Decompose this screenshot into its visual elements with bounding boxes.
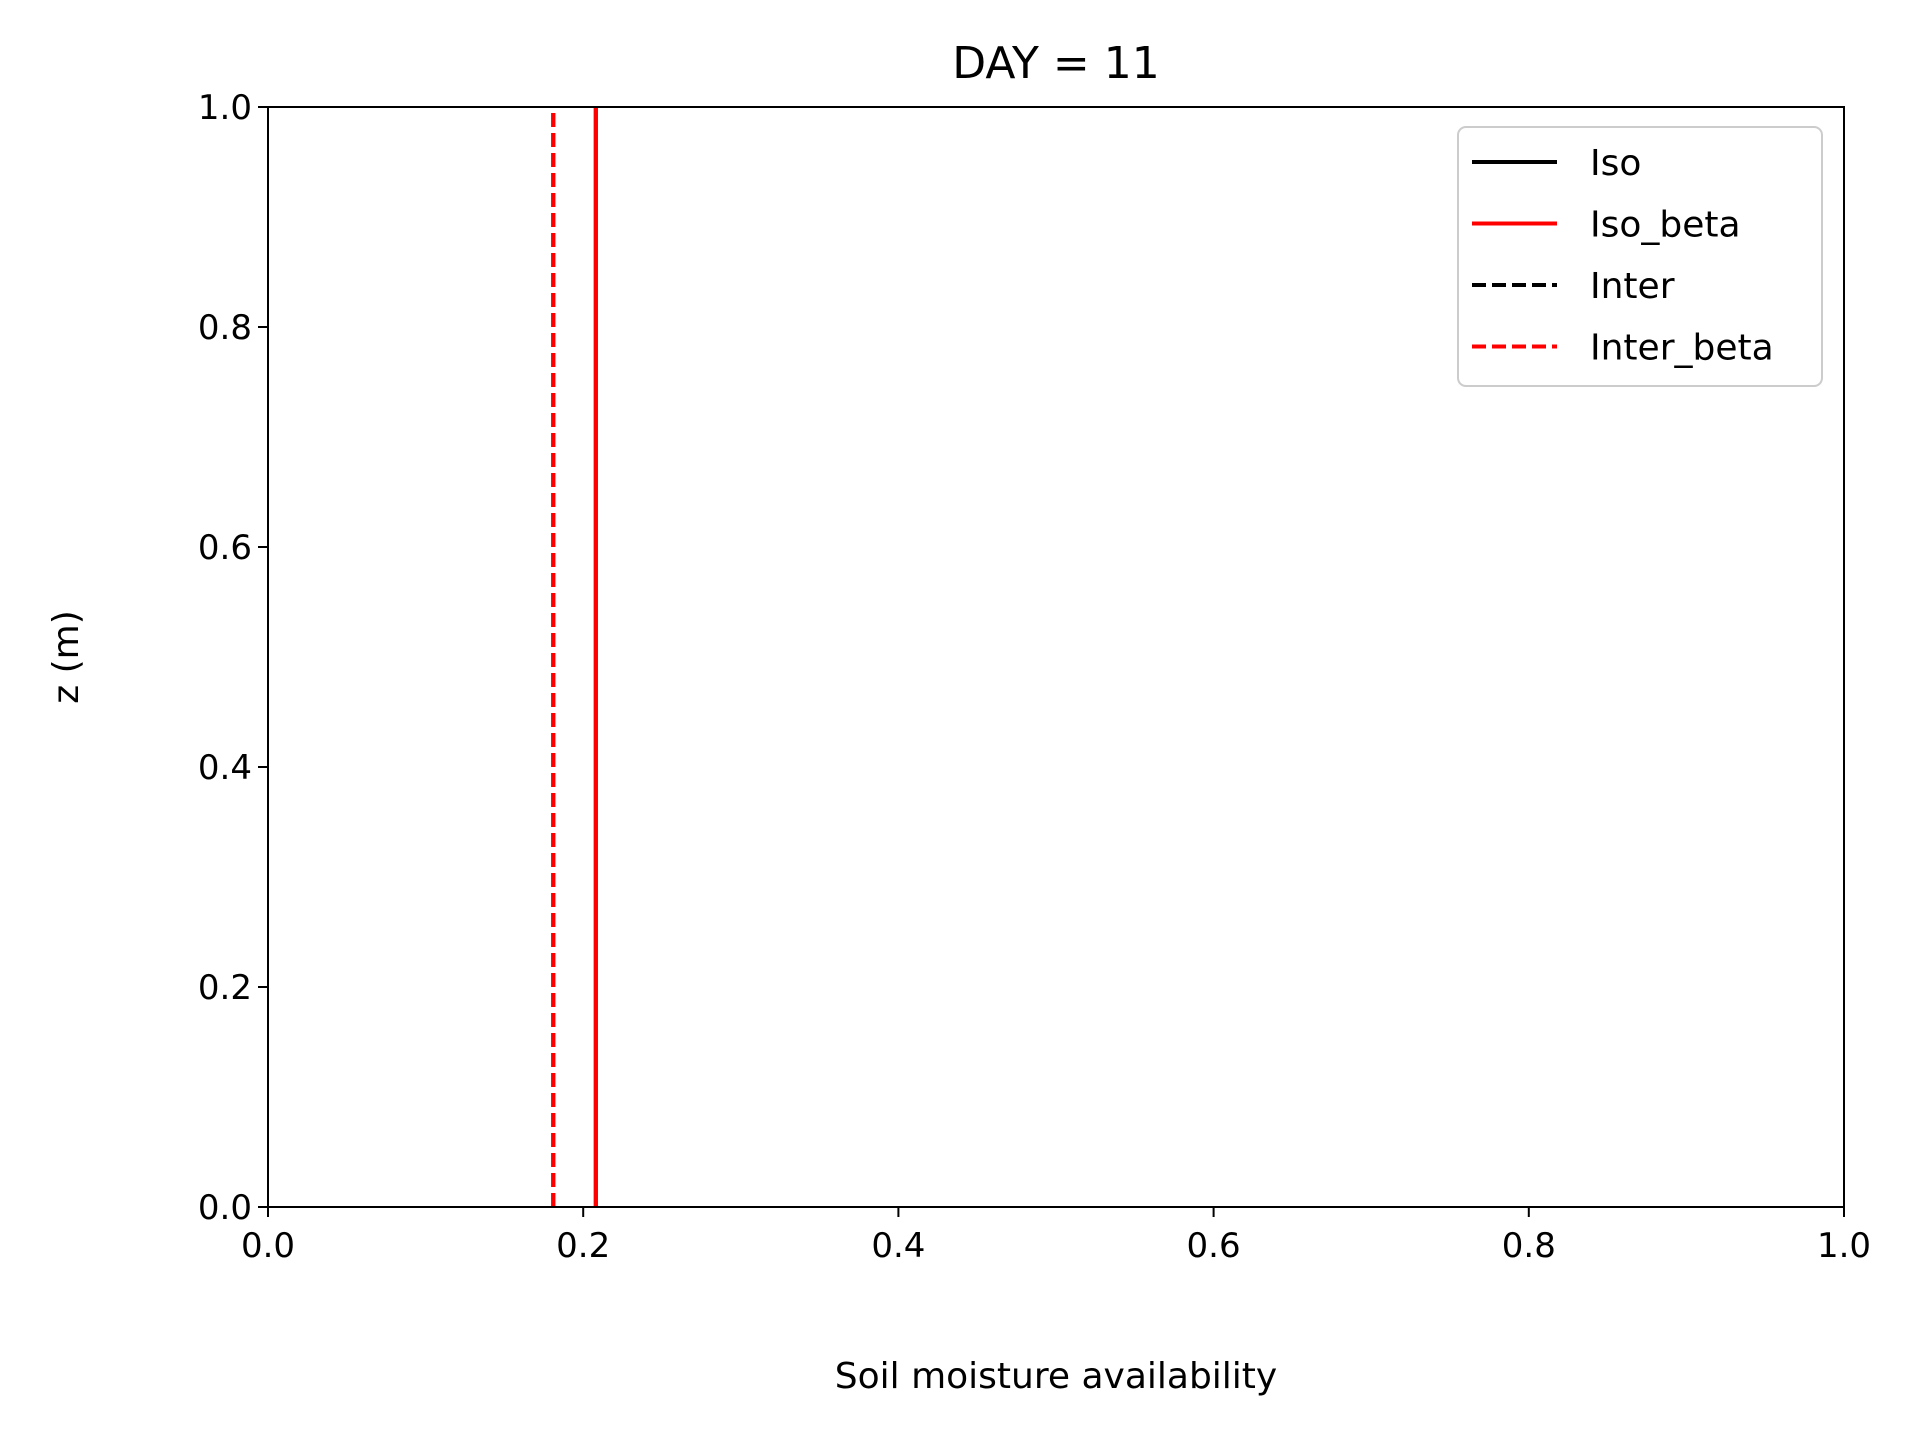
y-axis-title: z (m)	[46, 610, 87, 704]
series-layer	[551, 107, 598, 1207]
y-axis-ticks: 0.0 0.2 0.4 0.6 0.8 1.0	[198, 88, 268, 1228]
plot-frame	[267, 106, 1845, 1208]
legend-items: Iso Iso_beta Inter Inter_beta	[1472, 143, 1774, 369]
legend-label: Iso	[1590, 143, 1641, 184]
x-tick-label: 0.0	[241, 1226, 295, 1266]
x-tick-label: 0.8	[1502, 1226, 1556, 1266]
x-tick-label: 0.4	[871, 1226, 925, 1266]
x-tick-label: 1.0	[1817, 1226, 1871, 1266]
y-tick-label: 0.6	[198, 528, 252, 568]
legend-label: Iso_beta	[1590, 205, 1741, 246]
x-tick-label: 0.2	[556, 1226, 610, 1266]
legend-label: Inter_beta	[1590, 328, 1774, 369]
y-tick-label: 0.0	[198, 1188, 252, 1228]
x-tick-label: 0.6	[1187, 1226, 1241, 1266]
legend-label: Inter	[1590, 266, 1675, 307]
y-tick-label: 1.0	[198, 88, 252, 128]
y-tick-label: 0.2	[198, 968, 252, 1008]
y-tick-label: 0.8	[198, 308, 252, 348]
x-axis-ticks: 0.0 0.2 0.4 0.6 0.8 1.0	[241, 1207, 1871, 1266]
chart-title: DAY = 11	[952, 38, 1160, 89]
x-axis-title: Soil moisture availability	[835, 1356, 1277, 1397]
legend: Iso Iso_beta Inter Inter_beta	[1457, 126, 1823, 387]
legend-box	[1457, 126, 1823, 387]
y-tick-label: 0.4	[198, 748, 252, 788]
